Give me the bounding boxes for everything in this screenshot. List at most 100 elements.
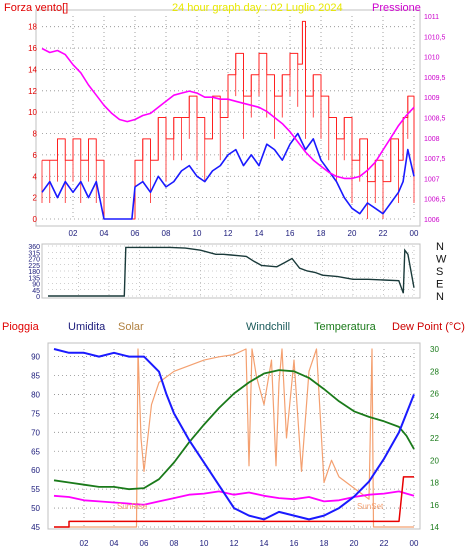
- temperature-legend: Temperatura: [314, 321, 377, 333]
- top-y-left-tick-label: 12: [28, 87, 37, 96]
- series-umidita: [53, 348, 415, 521]
- rain-legend: Pioggia: [2, 321, 40, 333]
- top-x-tick-label: 06: [131, 229, 140, 238]
- dir-y-tick-label: 270: [28, 257, 40, 264]
- top-x-tick-label: 10: [193, 229, 202, 238]
- bottom-y-right-tick-label: 26: [430, 390, 439, 399]
- bottom-x-tick-label: 10: [200, 539, 209, 548]
- bottom-y-left-tick-label: 50: [31, 504, 40, 513]
- top-y-left-tick-label: 16: [28, 44, 37, 53]
- dir-y-tick-label: 135: [28, 275, 40, 282]
- bottom-x-tick-label: 02: [80, 539, 89, 548]
- top-y-right-tick-label: 1007,5: [424, 156, 446, 163]
- bottom-x-tick-label: 20: [350, 539, 359, 548]
- top-y-left-tick-label: 4: [33, 172, 38, 181]
- top-y-left-tick-label: 14: [28, 65, 37, 74]
- bottom-y-left-tick-label: 75: [31, 409, 40, 418]
- dir-compass-label: E: [436, 279, 443, 291]
- bottom-x-tick-label: 16: [290, 539, 299, 548]
- top-y-left-tick-label: 6: [33, 151, 38, 160]
- top-y-right-tick-label: 1010,5: [424, 34, 446, 41]
- series-pioggia: [54, 476, 414, 528]
- top-x-tick-label: 16: [286, 229, 295, 238]
- top-series: [41, 20, 415, 220]
- bottom-y-right-tick-label: 14: [430, 523, 439, 532]
- dewpoint-legend: Dew Point (°C): [392, 321, 465, 333]
- humidity-legend: Umidita: [68, 321, 106, 333]
- dir-y-tick-label: 315: [28, 250, 40, 257]
- dir-y-tick-label: 360: [28, 244, 40, 251]
- pressure-title: Pressione: [372, 2, 421, 14]
- top-x-tick-label: 02: [69, 229, 78, 238]
- top-y-left-tick-label: 0: [33, 215, 38, 224]
- bottom-y-right-tick-label: 20: [430, 456, 439, 465]
- bottom-y-left-tick-label: 55: [31, 485, 40, 494]
- bottom-series: [53, 348, 415, 528]
- series-media-vento: [41, 132, 415, 220]
- top-y-left-tick-label: 2: [33, 194, 38, 203]
- bottom-y-right-tick-label: 18: [430, 479, 439, 488]
- bottom-x-tick-label: 00: [410, 539, 419, 548]
- top-x-tick-label: 18: [317, 229, 326, 238]
- top-x-tick-label: 04: [100, 229, 109, 238]
- dir-y-tick-label: 0: [36, 294, 40, 301]
- windchill-legend: Windchill: [246, 321, 290, 333]
- top-y-right-tick-label: 1009,5: [424, 75, 446, 82]
- bottom-x-tick-label: 14: [260, 539, 269, 548]
- bottom-x-tick-label: 18: [320, 539, 329, 548]
- top-y-right-tick-label: 1006,5: [424, 197, 446, 204]
- sunrise-label: SunRise: [117, 502, 148, 511]
- bottom-y-left-tick-label: 45: [31, 523, 40, 532]
- bottom-y-right-tick-label: 24: [430, 412, 439, 421]
- solar-legend: Solar: [118, 321, 144, 333]
- bottom-x-tick-label: 06: [140, 539, 149, 548]
- top-y-right-tick-label: 1007: [424, 176, 440, 183]
- top-x-tick-label: 08: [162, 229, 171, 238]
- bottom-grid: [54, 349, 415, 528]
- bottom-x-tick-label: 22: [380, 539, 389, 548]
- bottom-y-left-tick-label: 90: [31, 353, 40, 362]
- chart-title: 24 hour graph day : 02 Luglio 2024: [172, 2, 343, 14]
- top-y-right-tick-label: 1006: [424, 217, 440, 224]
- series-pressione: [41, 47, 415, 180]
- top-x-tick-label: 22: [379, 229, 388, 238]
- top-x-tick-label: 14: [255, 229, 264, 238]
- dir-y-tick-label: 225: [28, 263, 40, 270]
- bottom-y-right-tick-label: 28: [430, 367, 439, 376]
- series-temperatura: [53, 369, 415, 491]
- bottom-y-left-tick-label: 80: [31, 390, 40, 399]
- top-x-tick-label: 20: [348, 229, 357, 238]
- series-dew-point: [53, 490, 415, 506]
- top-y-right-tick-label: 1011: [424, 14, 439, 21]
- top-y-right-tick-label: 1009: [424, 95, 440, 102]
- top-x-tick-label: 12: [224, 229, 233, 238]
- bottom-y-right-tick-label: 22: [430, 434, 439, 443]
- top-y-right-tick-label: 1008: [424, 136, 440, 143]
- bottom-y-right-tick-label: 30: [430, 345, 439, 354]
- dir-series: [48, 246, 415, 297]
- dir-y-tick-label: 45: [32, 288, 40, 295]
- bottom-y-right-tick-label: 16: [430, 501, 439, 510]
- bottom-x-tick-label: 04: [110, 539, 119, 548]
- series-solar: [54, 348, 414, 528]
- dir-compass-label: N: [436, 291, 444, 303]
- dir-y-tick-label: 180: [28, 269, 40, 276]
- tick-labels: 02468101214161810061006,510071007,510081…: [28, 14, 447, 548]
- top-x-tick-label: 00: [410, 229, 419, 238]
- top-y-right-tick-label: 1008,5: [424, 116, 446, 123]
- top-y-left-tick-label: 18: [28, 23, 37, 32]
- top-y-right-tick-label: 1010: [424, 55, 440, 62]
- sunset-label: SunSet: [357, 502, 384, 511]
- dir-y-tick-label: 90: [32, 282, 40, 289]
- dir-compass-label: W: [436, 254, 447, 266]
- bottom-y-left-tick-label: 60: [31, 466, 40, 475]
- bottom-y-left-tick-label: 85: [31, 372, 40, 381]
- top-y-left-tick-label: 8: [33, 130, 38, 139]
- wind-speed-title: Forza vento[]: [4, 2, 68, 14]
- series-direzione-vento: [48, 246, 415, 297]
- bottom-y-left-tick-label: 65: [31, 447, 40, 456]
- top-y-left-tick-label: 10: [28, 108, 37, 117]
- bottom-x-tick-label: 08: [170, 539, 179, 548]
